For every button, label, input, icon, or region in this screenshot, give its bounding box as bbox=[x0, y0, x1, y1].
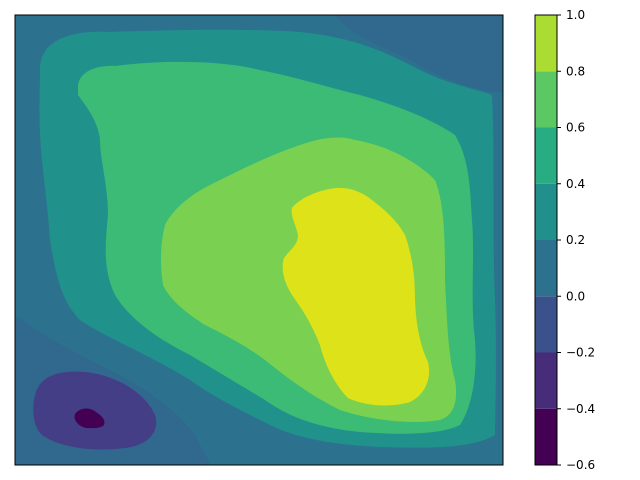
colorbar-band bbox=[535, 15, 557, 72]
colorbar-tick-label: 0.6 bbox=[566, 121, 585, 135]
colorbar-band bbox=[535, 352, 557, 409]
colorbar-band bbox=[535, 296, 557, 353]
plot-frame bbox=[14, 14, 504, 466]
colorbar-tick-label: −0.2 bbox=[566, 346, 595, 360]
plot-area bbox=[14, 14, 504, 466]
colorbar-tick-label: 0.8 bbox=[566, 64, 585, 78]
colorbar-tick-label: −0.4 bbox=[566, 402, 595, 416]
colorbar: −0.6 −0.4 −0.2 0.0 0.2 0.4 0.6 0.8 1.0 bbox=[534, 8, 595, 472]
colorbar-band bbox=[535, 71, 557, 128]
colorbar-band bbox=[535, 240, 557, 297]
band-neg0.2-0.0-top-right bbox=[335, 15, 503, 92]
band-neg0.4-neg0.2-lower-left bbox=[33, 371, 157, 450]
colorbar-tick-label: 0.2 bbox=[566, 233, 585, 247]
colorbar-band bbox=[535, 183, 557, 240]
band-neg0.6-neg0.4-minimum bbox=[74, 408, 105, 429]
colorbar-band bbox=[535, 127, 557, 184]
colorbar-band bbox=[535, 408, 557, 465]
colorbar-tick-label: 0.4 bbox=[566, 177, 585, 191]
colorbar-tick-label: −0.6 bbox=[566, 458, 595, 472]
band-0.8-1.0-peak bbox=[282, 187, 430, 406]
colorbar-tick-label: 1.0 bbox=[566, 8, 585, 22]
colorbar-tick-label: 0.0 bbox=[566, 289, 585, 303]
